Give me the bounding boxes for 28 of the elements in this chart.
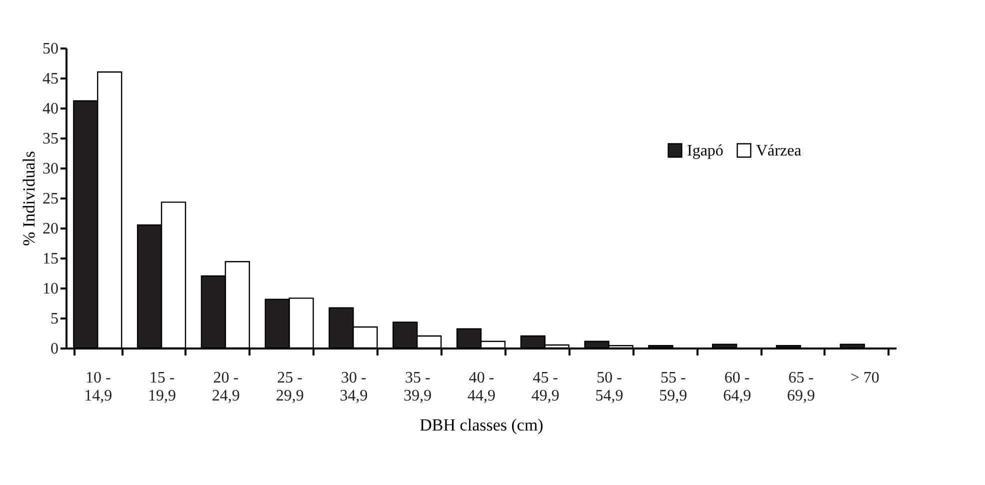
- y-tick-label: 5: [50, 310, 58, 328]
- x-tick-label: 25 - 29,9: [276, 370, 304, 404]
- x-tick-label: 55 - 59,9: [659, 370, 688, 404]
- x-tick-label: 30 - 34,9: [340, 370, 368, 404]
- x-tick-label: 65 - 69,9: [786, 370, 815, 404]
- legend-label: Várzea: [756, 142, 802, 160]
- legend-label: Igapó: [687, 142, 724, 160]
- y-tick-label: 20: [42, 220, 58, 238]
- y-tick-label: 0: [50, 340, 58, 358]
- x-tick-label: 40 - 44,9: [468, 370, 496, 404]
- x-axis-title: DBH classes (cm): [420, 416, 544, 434]
- y-tick-label: 15: [42, 250, 58, 268]
- x-tick-label: 50 - 54,9: [595, 370, 624, 404]
- x-tick-label: 60 - 64,9: [723, 370, 752, 404]
- y-tick-label: 25: [42, 190, 58, 208]
- y-tick-label: 35: [42, 130, 58, 148]
- x-tick-label: > 70: [850, 370, 880, 386]
- y-tick-label: 45: [42, 70, 58, 88]
- y-tick-label: 10: [42, 280, 58, 298]
- y-tick-label: 40: [42, 100, 58, 118]
- x-tick-label: 10 - 14,9: [84, 370, 112, 404]
- y-axis-title: % Individuals: [20, 151, 38, 246]
- x-tick-label: 15 - 19,9: [148, 370, 176, 404]
- y-tick-label: 30: [42, 160, 58, 178]
- y-tick-label: 50: [42, 40, 58, 58]
- x-tick-label: 35 - 39,9: [404, 370, 432, 404]
- x-tick-label: 20 - 24,9: [212, 370, 240, 404]
- x-tick-label: 45 - 49,9: [531, 370, 560, 404]
